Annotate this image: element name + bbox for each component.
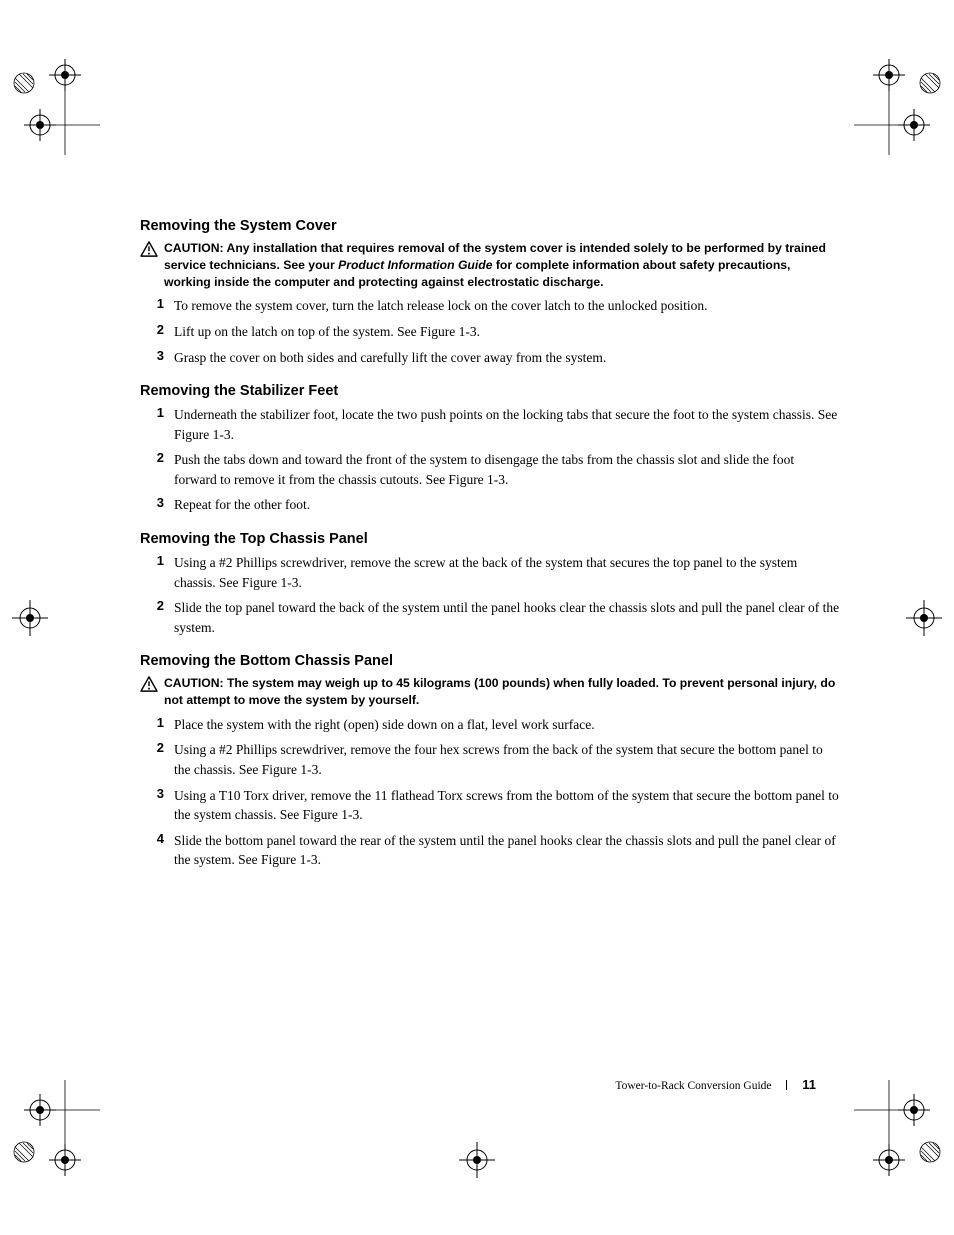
caution-text: CAUTION: The system may weigh up to 45 k…: [164, 675, 840, 709]
steps-list: 1Using a #2 Phillips screwdriver, remove…: [140, 553, 840, 637]
step-text: Grasp the cover on both sides and carefu…: [174, 348, 840, 368]
list-item: 1Using a #2 Phillips screwdriver, remove…: [140, 553, 840, 592]
steps-list: 1To remove the system cover, turn the la…: [140, 296, 840, 367]
list-item: 2Using a #2 Phillips screwdriver, remove…: [140, 740, 840, 779]
heading-removing-stabilizer-feet: Removing the Stabilizer Feet: [140, 383, 840, 399]
step-text: Slide the bottom panel toward the rear o…: [174, 831, 840, 870]
step-number-icon: 2: [140, 322, 174, 337]
step-text: Underneath the stabilizer foot, locate t…: [174, 405, 840, 444]
steps-list: 1Underneath the stabilizer foot, locate …: [140, 405, 840, 515]
list-item: 3Grasp the cover on both sides and caref…: [140, 348, 840, 368]
caution-icon: [140, 241, 158, 257]
step-text: Using a #2 Phillips screwdriver, remove …: [174, 740, 840, 779]
step-text: Lift up on the latch on top of the syste…: [174, 322, 840, 342]
steps-list: 1Place the system with the right (open) …: [140, 715, 840, 870]
page-number: 11: [802, 1077, 816, 1092]
step-text: Using a T10 Torx driver, remove the 11 f…: [174, 786, 840, 825]
caution-icon: [140, 676, 158, 692]
caution-text: CAUTION: Any installation that requires …: [164, 240, 840, 290]
caution-block: CAUTION: The system may weigh up to 45 k…: [140, 675, 840, 709]
step-number-icon: 4: [140, 831, 174, 846]
step-number-icon: 3: [140, 786, 174, 801]
heading-removing-top-chassis-panel: Removing the Top Chassis Panel: [140, 531, 840, 547]
step-number-icon: 1: [140, 405, 174, 420]
footer-separator-icon: [786, 1080, 787, 1090]
list-item: 2Push the tabs down and toward the front…: [140, 450, 840, 489]
caution-block: CAUTION: Any installation that requires …: [140, 240, 840, 290]
step-number-icon: 1: [140, 553, 174, 568]
list-item: 1Place the system with the right (open) …: [140, 715, 840, 735]
step-text: Repeat for the other foot.: [174, 495, 840, 515]
list-item: 3Repeat for the other foot.: [140, 495, 840, 515]
step-number-icon: 3: [140, 495, 174, 510]
step-number-icon: 2: [140, 450, 174, 465]
registration-mark-icon: [904, 598, 944, 638]
list-item: 4Slide the bottom panel toward the rear …: [140, 831, 840, 870]
page-footer: Tower-to-Rack Conversion Guide 11: [615, 1077, 816, 1092]
step-text: Slide the top panel toward the back of t…: [174, 598, 840, 637]
step-text: Using a #2 Phillips screwdriver, remove …: [174, 553, 840, 592]
list-item: 2Lift up on the latch on top of the syst…: [140, 322, 840, 342]
page-content: Removing the System Cover CAUTION: Any i…: [140, 218, 840, 884]
caution-label: CAUTION:: [164, 676, 224, 690]
step-text: Place the system with the right (open) s…: [174, 715, 840, 735]
step-number-icon: 3: [140, 348, 174, 363]
registration-mark-icon: [10, 55, 100, 155]
list-item: 1Underneath the stabilizer foot, locate …: [140, 405, 840, 444]
footer-title: Tower-to-Rack Conversion Guide: [615, 1080, 771, 1092]
registration-mark-icon: [854, 1080, 944, 1180]
caution-label: CAUTION:: [164, 241, 224, 255]
step-number-icon: 1: [140, 715, 174, 730]
heading-removing-system-cover: Removing the System Cover: [140, 218, 840, 234]
registration-mark-icon: [10, 598, 50, 638]
step-text: Push the tabs down and toward the front …: [174, 450, 840, 489]
list-item: 2Slide the top panel toward the back of …: [140, 598, 840, 637]
caution-body-a: The system may weigh up to 45 kilograms …: [164, 676, 835, 707]
list-item: 3Using a T10 Torx driver, remove the 11 …: [140, 786, 840, 825]
registration-mark-icon: [854, 55, 944, 155]
list-item: 1To remove the system cover, turn the la…: [140, 296, 840, 316]
caution-italic: Product Information Guide: [338, 258, 492, 272]
step-number-icon: 2: [140, 598, 174, 613]
step-text: To remove the system cover, turn the lat…: [174, 296, 840, 316]
step-number-icon: 1: [140, 296, 174, 311]
step-number-icon: 2: [140, 740, 174, 755]
registration-mark-icon: [10, 1080, 100, 1180]
heading-removing-bottom-chassis-panel: Removing the Bottom Chassis Panel: [140, 653, 840, 669]
registration-mark-icon: [457, 1140, 497, 1180]
